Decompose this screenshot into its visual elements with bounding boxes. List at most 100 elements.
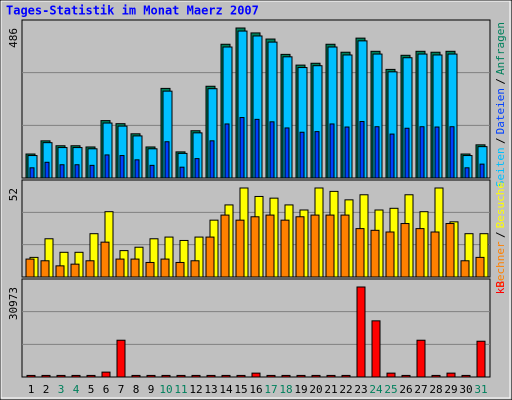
bar	[404, 127, 410, 179]
x-tick-label: 19	[294, 383, 307, 396]
x-tick-label: 15	[234, 383, 247, 396]
y-tick-label: 30973	[7, 287, 20, 320]
bar	[416, 339, 426, 378]
bar	[325, 214, 335, 278]
bar	[104, 154, 110, 179]
x-tick-label: 29	[444, 383, 457, 396]
x-tick-label: 17	[264, 383, 277, 396]
bar	[101, 371, 111, 378]
bar	[265, 214, 275, 278]
bar	[209, 140, 215, 179]
bar	[115, 258, 125, 278]
bar	[449, 126, 455, 179]
bar	[370, 229, 380, 278]
x-tick-label: 11	[174, 383, 187, 396]
bar	[191, 374, 201, 378]
bar	[74, 164, 80, 179]
bar	[329, 123, 335, 179]
bar	[385, 231, 395, 278]
bar	[86, 374, 96, 378]
bar	[239, 117, 245, 179]
bar	[85, 260, 95, 278]
y-tick-label: 52	[7, 188, 20, 201]
bar	[149, 164, 155, 179]
x-tick-label: 25	[384, 383, 397, 396]
bar	[434, 126, 440, 179]
bar	[250, 216, 260, 278]
panel	[21, 278, 491, 378]
bar	[59, 164, 65, 179]
x-tick-label: 4	[73, 383, 80, 396]
bar	[266, 374, 276, 378]
bar	[179, 166, 185, 179]
bar	[205, 236, 215, 278]
bar	[254, 118, 260, 179]
bar	[359, 121, 365, 179]
bar	[296, 374, 306, 378]
bar	[44, 161, 50, 179]
legend-label: Anfragen	[494, 22, 507, 75]
bar	[281, 374, 291, 378]
x-tick-label: 26	[399, 383, 412, 396]
x-tick-label: 23	[354, 383, 367, 396]
bar	[40, 260, 50, 278]
bar	[386, 372, 396, 378]
legend-separator: /	[494, 137, 507, 144]
x-tick-label: 6	[103, 383, 110, 396]
bar	[269, 121, 275, 179]
bar	[41, 374, 51, 378]
x-tick-label: 12	[189, 383, 202, 396]
bar	[251, 372, 261, 378]
bar	[280, 219, 290, 278]
bar	[311, 374, 321, 378]
legend-separator: /	[494, 231, 507, 238]
bar	[389, 133, 395, 179]
bar	[299, 131, 305, 179]
bar	[175, 261, 185, 278]
bar	[356, 286, 366, 378]
x-tick-label: 30	[459, 383, 472, 396]
bar	[314, 131, 320, 179]
bar	[145, 261, 155, 278]
x-tick-label: 14	[219, 383, 233, 396]
legend-separator: /	[494, 78, 507, 85]
legend-label: Dateien	[494, 88, 507, 134]
bar	[224, 123, 230, 179]
legend-label: kB	[494, 281, 507, 295]
bar	[344, 126, 350, 179]
bar	[164, 141, 170, 179]
bar	[295, 216, 305, 278]
x-tick-label: 1	[28, 383, 35, 396]
bar	[134, 159, 140, 179]
bar	[310, 214, 320, 278]
bar	[430, 231, 440, 278]
bar	[475, 256, 485, 278]
x-tick-label: 20	[309, 383, 322, 396]
x-tick-label: 16	[249, 383, 262, 396]
x-tick-label: 9	[148, 383, 155, 396]
bar	[479, 163, 485, 179]
x-tick-label: 31	[474, 383, 487, 396]
bar	[131, 374, 141, 378]
bar	[446, 372, 456, 378]
bar	[116, 339, 126, 378]
bar	[341, 374, 351, 378]
x-tick-label: 18	[279, 383, 292, 396]
x-tick-label: 10	[159, 383, 172, 396]
bar	[445, 223, 455, 278]
bar	[464, 167, 470, 179]
bar	[461, 374, 471, 378]
x-tick-label: 27	[414, 383, 427, 396]
bar	[476, 340, 486, 378]
bar	[235, 219, 245, 278]
x-tick-label: 21	[324, 383, 337, 396]
bar	[431, 374, 441, 378]
bar	[415, 228, 425, 278]
bar	[371, 320, 381, 378]
legend-label: Seiten	[494, 147, 507, 187]
bar	[71, 374, 81, 378]
x-tick-label: 28	[429, 383, 442, 396]
bar	[419, 126, 425, 179]
